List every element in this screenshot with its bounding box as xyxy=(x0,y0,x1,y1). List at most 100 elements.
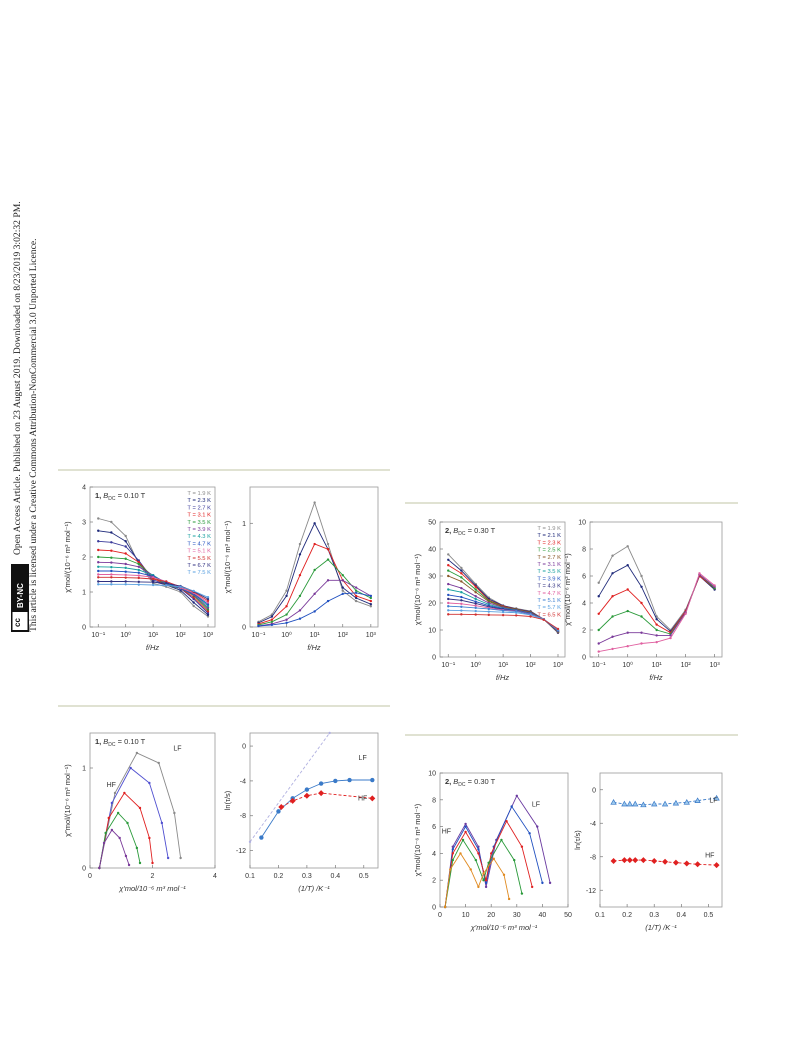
legend-entry: T = 5.5 K xyxy=(187,556,211,562)
data-point xyxy=(597,612,600,615)
data-point xyxy=(611,572,614,575)
data-point xyxy=(669,634,672,637)
data-point xyxy=(460,609,463,612)
x-tick-label: 10² xyxy=(175,632,186,639)
data-point xyxy=(672,859,679,866)
panel-title: 2, BDC = 0.30 T xyxy=(445,777,496,788)
y-tick-label: 0 xyxy=(432,655,436,662)
data-point xyxy=(97,529,100,532)
data-point xyxy=(298,553,302,556)
data-point xyxy=(157,761,160,765)
y-tick-label: 0 xyxy=(592,787,596,794)
data-point xyxy=(206,599,210,602)
data-point xyxy=(285,589,288,592)
data-point xyxy=(341,573,344,577)
legend-entry: T = 4.3 K xyxy=(537,584,561,590)
x-tick-label: 10² xyxy=(525,662,536,669)
data-point xyxy=(110,541,113,544)
annotation: LF xyxy=(532,802,540,809)
x-tick-label: 10³ xyxy=(366,632,377,639)
x-tick-label: 10⁰ xyxy=(622,661,633,669)
data-point xyxy=(640,857,647,864)
data-point xyxy=(110,561,113,564)
data-point xyxy=(464,822,467,826)
data-point xyxy=(520,845,524,848)
data-point xyxy=(460,605,463,608)
data-point xyxy=(97,569,100,573)
data-point xyxy=(107,816,110,820)
y-tick-label: 6 xyxy=(582,574,586,581)
annotation: HF xyxy=(107,782,116,789)
data-point xyxy=(165,582,168,585)
data-point xyxy=(137,559,140,562)
data-point xyxy=(447,593,450,597)
plot-frame xyxy=(439,521,566,658)
x-tick-label: 0.5 xyxy=(359,873,369,880)
y-tick-label: 8 xyxy=(432,797,436,804)
data-point xyxy=(137,571,140,574)
x-tick-label: 0.1 xyxy=(245,873,255,880)
data-point xyxy=(655,623,658,626)
data-point xyxy=(341,589,344,592)
legend-entry: T = 2.1 K xyxy=(537,533,561,539)
data-point xyxy=(597,650,600,653)
x-tick-label: 0.4 xyxy=(676,912,686,919)
data-point xyxy=(655,634,658,637)
data-point xyxy=(298,609,302,612)
chart-panel: 0 1 10⁻¹ 10⁰ 10¹ 10² 10³ f/Hz χ″mol/(10⁻⁶ m³ mol… xyxy=(223,486,379,652)
y-tick-label: -4 xyxy=(590,821,596,828)
data-point xyxy=(460,599,463,602)
data-point xyxy=(148,836,151,840)
data-point xyxy=(484,879,488,882)
x-tick-label: 10¹ xyxy=(310,632,321,639)
y-tick-label: -12 xyxy=(586,888,596,895)
data-point xyxy=(474,591,477,594)
y-axis-label: ln(τ/s) xyxy=(573,830,582,850)
legend-entry: T = 3.5 K xyxy=(187,520,211,526)
y-axis-label: χ″mol/(10⁻⁶ m³ mol⁻¹) xyxy=(63,764,72,837)
data-point xyxy=(138,806,142,810)
x-axis-label: (1/T) /K⁻¹ xyxy=(645,923,677,932)
data-point xyxy=(110,576,113,579)
y-tick-label: 2 xyxy=(432,878,436,885)
data-point xyxy=(460,566,463,570)
x-tick-label: 0.1 xyxy=(595,912,605,919)
plot-frame xyxy=(249,732,379,869)
legend-entry: T = 3.9 K xyxy=(537,576,561,582)
data-point xyxy=(632,857,639,864)
x-tick-label: 10³ xyxy=(710,662,721,669)
data-point xyxy=(137,565,140,568)
data-point xyxy=(597,628,600,632)
x-axis-label: f/Hz xyxy=(146,643,160,652)
title-subscript: DC xyxy=(458,782,466,788)
x-tick-label: 10 xyxy=(462,912,470,919)
legend-entry: T = 1.9 K xyxy=(187,491,211,497)
x-axis-label: f/Hz xyxy=(307,643,321,652)
x-tick-label: 20 xyxy=(487,912,495,919)
data-point xyxy=(611,595,614,598)
title-subscript: DC xyxy=(108,496,116,502)
data-point xyxy=(160,821,164,825)
data-point xyxy=(270,615,274,618)
data-point xyxy=(611,647,614,651)
data-point xyxy=(328,731,331,735)
x-tick-label: 10⁻¹ xyxy=(592,662,606,669)
data-point xyxy=(369,596,373,600)
data-point xyxy=(298,617,302,620)
x-tick-label: 10¹ xyxy=(148,632,159,639)
data-point xyxy=(124,570,127,573)
data-point xyxy=(137,562,140,566)
data-point xyxy=(97,583,100,586)
legend-entry: T = 3.1 K xyxy=(187,513,211,519)
data-point xyxy=(530,885,534,889)
data-point xyxy=(97,561,100,564)
x-axis-label: χ′mol/10⁻⁶ m³ mol⁻¹ xyxy=(470,923,538,932)
title-rest: = 0.30 T xyxy=(466,777,496,786)
plot-frame xyxy=(599,772,723,908)
x-tick-label: 0.5 xyxy=(704,912,714,919)
data-point xyxy=(206,596,210,599)
x-tick-label: 0.3 xyxy=(649,912,659,919)
data-point xyxy=(126,821,129,825)
data-point xyxy=(257,624,260,628)
